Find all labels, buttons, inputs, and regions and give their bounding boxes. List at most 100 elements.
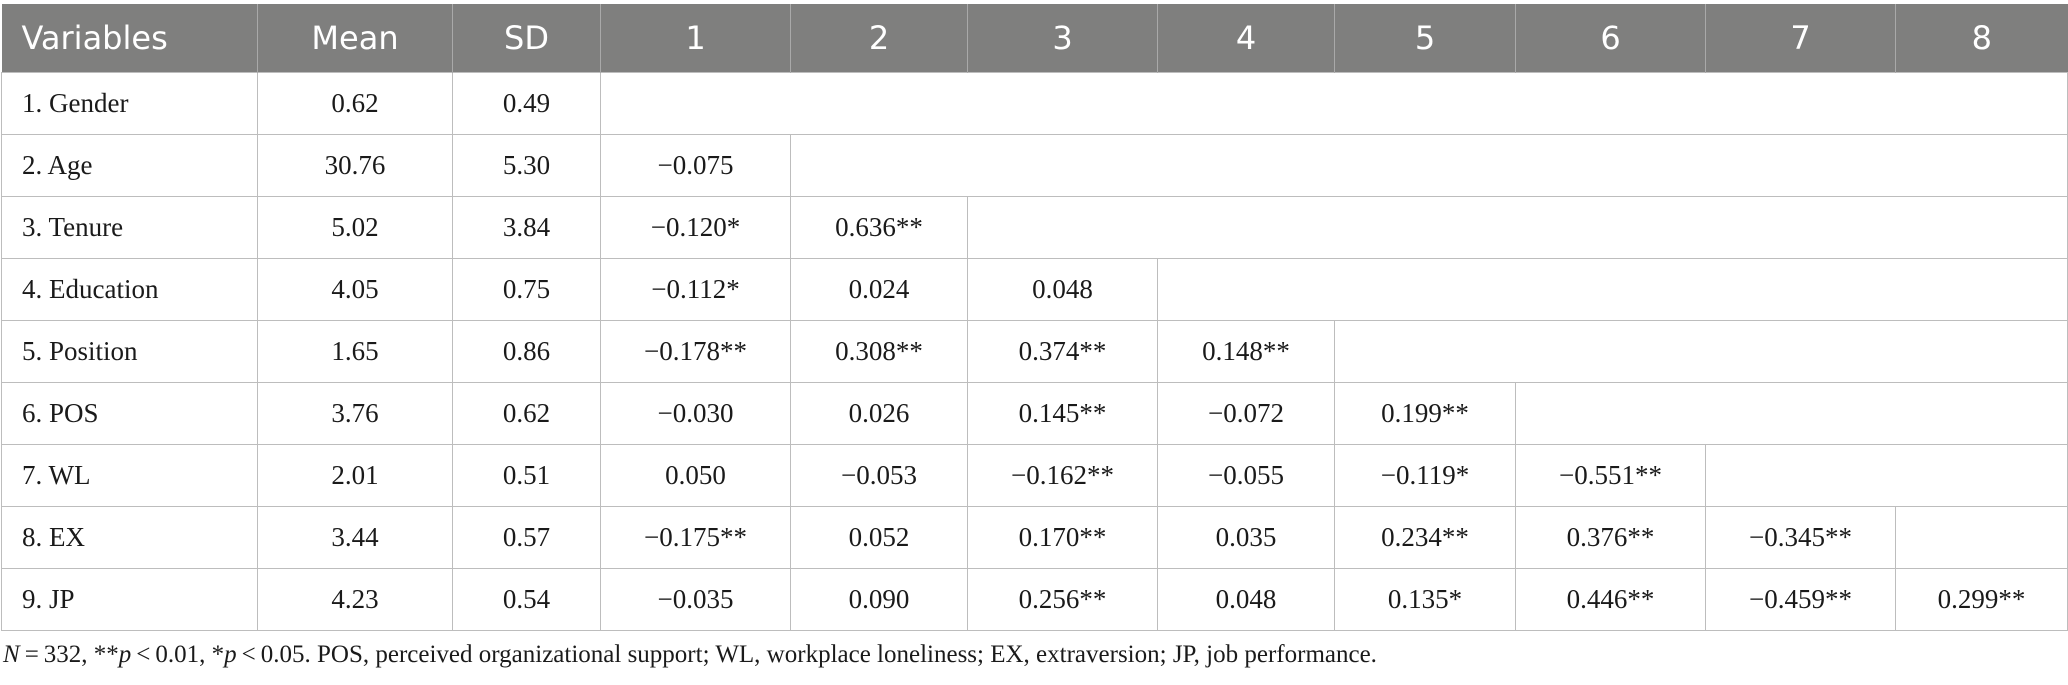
correlation-cell: −0.053 (790, 444, 968, 507)
correlation-cell: −0.175** (600, 506, 791, 569)
correlation-cell: 0.052 (790, 506, 968, 569)
correlation-cell: −0.030 (600, 382, 791, 445)
table-row: 3. Tenure 5.02 3.84 −0.120* 0.636** (1, 196, 2068, 259)
note-p1-label: p (118, 641, 132, 668)
sd-cell: 0.57 (452, 506, 601, 569)
sd-cell: 3.84 (452, 196, 601, 259)
table-footnote: N = 332, **p < 0.01, *p < 0.05. POS, per… (3, 641, 2068, 669)
table-body: 1. Gender 0.62 0.49 2. Age 30.76 5.30 −0.075 3.… (1, 72, 2068, 631)
sd-cell: 0.51 (452, 444, 601, 507)
table-header-row: Variables Mean SD 1 2 3 4 5 6 7 8 (1, 4, 2068, 73)
table-row: 1. Gender 0.62 0.49 (1, 72, 2068, 135)
variable-cell: 1. Gender (1, 72, 258, 135)
mean-cell: 3.44 (257, 506, 453, 569)
correlation-cell: 0.636** (790, 196, 968, 259)
empty-cell (600, 72, 2068, 135)
empty-cell (1334, 320, 2068, 383)
mean-cell: 4.23 (257, 568, 453, 631)
empty-cell (790, 134, 2068, 197)
table-row: 6. POS 3.76 0.62 −0.030 0.026 0.145** −0.072 0.… (1, 382, 2068, 445)
correlation-cell: 0.299** (1895, 568, 2068, 631)
variable-cell: 8. EX (1, 506, 258, 569)
variable-cell: 5. Position (1, 320, 258, 383)
sd-cell: 0.49 (452, 72, 601, 135)
correlation-cell: −0.178** (600, 320, 791, 383)
table-row: 9. JP 4.23 0.54 −0.035 0.090 0.256** 0.048 0.13… (1, 568, 2068, 631)
variable-cell: 3. Tenure (1, 196, 258, 259)
correlation-cell: 0.048 (967, 258, 1158, 321)
empty-cell (1157, 258, 2068, 321)
note-n-label: N (3, 641, 20, 668)
correlation-cell: 0.199** (1334, 382, 1516, 445)
correlation-cell: −0.035 (600, 568, 791, 631)
sd-cell: 0.54 (452, 568, 601, 631)
column-header: SD (452, 4, 601, 73)
table-row: 2. Age 30.76 5.30 −0.075 (1, 134, 2068, 197)
note-p2-label: p (224, 641, 237, 668)
mean-cell: 1.65 (257, 320, 453, 383)
variable-cell: 2. Age (1, 134, 258, 197)
mean-cell: 5.02 (257, 196, 453, 259)
column-header: Variables (1, 4, 258, 73)
table-row: 4. Education 4.05 0.75 −0.112* 0.024 0.048 (1, 258, 2068, 321)
correlation-cell: 0.234** (1334, 506, 1516, 569)
correlation-cell: −0.112* (600, 258, 791, 321)
column-header: 8 (1895, 4, 2068, 73)
correlation-cell: 0.035 (1157, 506, 1335, 569)
variable-cell: 4. Education (1, 258, 258, 321)
correlation-cell: −0.055 (1157, 444, 1335, 507)
correlation-cell: −0.119* (1334, 444, 1516, 507)
correlation-cell: −0.459** (1705, 568, 1896, 631)
variable-cell: 6. POS (1, 382, 258, 445)
column-header: 3 (967, 4, 1158, 73)
mean-cell: 4.05 (257, 258, 453, 321)
column-header: 2 (790, 4, 968, 73)
mean-cell: 3.76 (257, 382, 453, 445)
correlation-cell: −0.345** (1705, 506, 1896, 569)
correlation-cell: 0.024 (790, 258, 968, 321)
empty-cell (1515, 382, 2068, 445)
correlation-cell: −0.072 (1157, 382, 1335, 445)
correlation-cell: −0.551** (1515, 444, 1706, 507)
correlation-cell: 0.308** (790, 320, 968, 383)
empty-cell (1705, 444, 2068, 507)
correlation-cell: 0.446** (1515, 568, 1706, 631)
sd-cell: 0.86 (452, 320, 601, 383)
table-row: 7. WL 2.01 0.51 0.050 −0.053 −0.162** −0.055 −0… (1, 444, 2068, 507)
mean-cell: 0.62 (257, 72, 453, 135)
correlation-cell: −0.162** (967, 444, 1158, 507)
column-header: 7 (1705, 4, 1896, 73)
column-header: Mean (257, 4, 453, 73)
note-p2-rest: < 0.05. POS, perceived organizational su… (236, 641, 1377, 668)
note-n-rest: = 332, ** (19, 641, 119, 668)
correlation-table: Variables Mean SD 1 2 3 4 5 6 7 8 1. Gender 0.62 0.4… (1, 4, 2068, 631)
correlation-cell: 0.170** (967, 506, 1158, 569)
mean-cell: 2.01 (257, 444, 453, 507)
variable-cell: 7. WL (1, 444, 258, 507)
column-header: 4 (1157, 4, 1335, 73)
correlation-cell: −0.075 (600, 134, 791, 197)
page: Variables Mean SD 1 2 3 4 5 6 7 8 1. Gender 0.62 0.4… (1, 4, 2068, 669)
sd-cell: 0.62 (452, 382, 601, 445)
sd-cell: 5.30 (452, 134, 601, 197)
correlation-cell: 0.048 (1157, 568, 1335, 631)
table-row: 8. EX 3.44 0.57 −0.175** 0.052 0.170** 0.035 0.… (1, 506, 2068, 569)
variable-cell: 9. JP (1, 568, 258, 631)
correlation-cell: −0.120* (600, 196, 791, 259)
correlation-cell: 0.090 (790, 568, 968, 631)
empty-cell (1895, 506, 2068, 569)
correlation-cell: 0.050 (600, 444, 791, 507)
note-p1-rest: < 0.01, * (131, 641, 225, 668)
column-header: 5 (1334, 4, 1516, 73)
correlation-cell: 0.374** (967, 320, 1158, 383)
sd-cell: 0.75 (452, 258, 601, 321)
correlation-cell: 0.376** (1515, 506, 1706, 569)
correlation-cell: 0.145** (967, 382, 1158, 445)
column-header: 6 (1515, 4, 1706, 73)
correlation-cell: 0.026 (790, 382, 968, 445)
correlation-cell: 0.135* (1334, 568, 1516, 631)
empty-cell (967, 196, 2068, 259)
mean-cell: 30.76 (257, 134, 453, 197)
correlation-cell: 0.256** (967, 568, 1158, 631)
correlation-cell: 0.148** (1157, 320, 1335, 383)
